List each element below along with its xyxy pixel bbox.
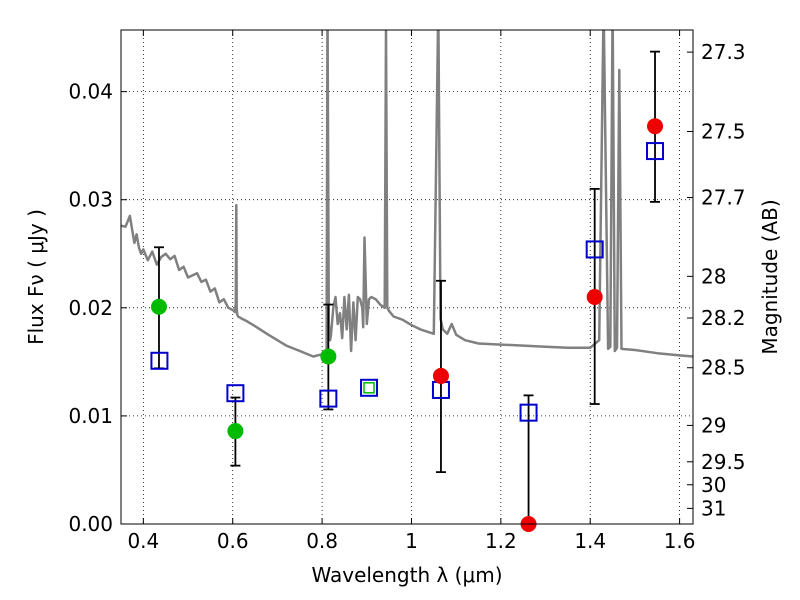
observed-flux-point [647,118,664,135]
observed-flux-point [150,298,167,315]
y-tick-label: 0.00 [68,512,113,536]
model-photometry-square-inner [363,382,375,394]
model-photometry-square [319,389,338,408]
observed-points-layer [150,118,664,532]
model-photometry-square [150,351,169,370]
observed-flux-point [432,367,449,384]
x-tick-label: 1.4 [574,529,606,553]
x-axis-title: Wavelength λ (μm) [311,563,502,587]
x-tick-label: 1.2 [485,529,517,553]
x-tick-label: 1 [405,529,418,553]
observed-flux-point [586,288,603,305]
y2-tick-label: 27.7 [701,186,746,210]
y-axis: 0.00 0.01 0.02 0.03 0.04 [68,80,127,536]
x-axis: 0.4 0.6 0.8 1 1.2 1.4 1.6 [127,30,696,553]
model-photometry-square [585,240,604,259]
model-photometry-square [519,403,538,422]
x-tick-label: 0.4 [127,529,159,553]
errorbar-layer [153,50,661,524]
x-tick-label: 0.6 [217,529,249,553]
plot-frame [120,29,694,525]
y2-tick-label: 28.5 [701,356,746,380]
y2-tick-label: 30 [701,473,726,497]
observed-flux-point [227,423,244,440]
y-tick-label: 0.01 [68,404,113,428]
y2-tick-label: 29.5 [701,450,746,474]
model-spectrum-layer [121,30,693,358]
y-tick-label: 0.04 [68,80,113,104]
x-tick-label: 0.8 [306,529,338,553]
model-photometry-square [646,142,665,161]
y2-axis-title: Magnitude (AB) [758,199,782,354]
model-photometry-square [226,384,245,403]
y2-tick-label: 27.5 [701,120,746,144]
y2-tick-label: 28.2 [701,306,746,330]
y-tick-label: 0.02 [68,296,113,320]
model-spectrum-line [121,30,693,358]
model-photometry-square [360,378,379,397]
y2-tick-label: 27.3 [701,40,746,64]
model-photometry-layer [150,142,665,422]
x-tick-label: 1.6 [664,529,696,553]
observed-flux-point [320,348,337,365]
y-tick-label: 0.03 [68,188,113,212]
y2-tick-label: 28 [701,264,726,288]
y-axis-title: Flux Fν ( μJy ) [24,209,48,345]
y2-tick-label: 31 [701,496,726,520]
y2-tick-label: 29 [701,413,726,437]
